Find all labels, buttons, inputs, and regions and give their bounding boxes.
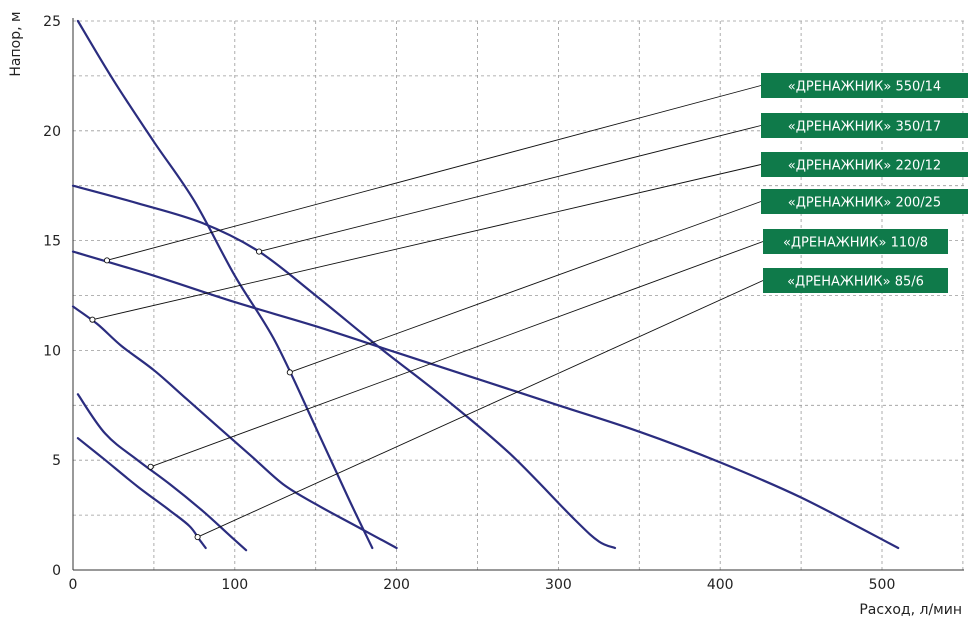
y-axis-title: Напор, м xyxy=(8,11,24,76)
series-curve xyxy=(76,437,207,550)
tick-labels: 0 100 200 300 400 500 0 5 10 15 20 25 xyxy=(43,14,895,593)
series-curve xyxy=(76,393,248,552)
leader-line xyxy=(197,280,764,538)
leader-line xyxy=(106,85,762,261)
series-label: «ДРЕНАЖНИК» 350/17 xyxy=(788,120,941,135)
x-tick-label: 0 xyxy=(69,577,78,593)
x-tick-label: 200 xyxy=(383,577,410,593)
series-label-box xyxy=(763,268,948,293)
y-tick-label: 0 xyxy=(52,563,61,579)
series-label: «ДРЕНАЖНИК» 85/6 xyxy=(787,275,924,290)
series-label-box xyxy=(761,113,968,138)
x-tick-label: 500 xyxy=(869,577,896,593)
y-tick-label: 25 xyxy=(43,14,61,30)
grid xyxy=(73,20,964,570)
x-axis-title: Расход, л/мин xyxy=(859,602,962,618)
callout-labels: «ДРЕНАЖНИК» 550/14 «ДРЕНАЖНИК» 350/17 «ДРЕ… xyxy=(761,73,968,293)
series-label-box xyxy=(761,152,968,177)
series-marker xyxy=(194,534,201,541)
series-curve xyxy=(76,19,374,550)
leader-line xyxy=(258,125,762,253)
series-curve xyxy=(71,184,617,550)
y-tick-label: 5 xyxy=(52,453,61,469)
series-curve xyxy=(71,250,900,550)
series-marker xyxy=(147,463,154,470)
y-tick-label: 15 xyxy=(43,234,61,250)
series-label-box xyxy=(761,189,968,214)
series-marker xyxy=(89,316,96,323)
x-tick-label: 100 xyxy=(221,577,248,593)
leader-line xyxy=(92,164,762,321)
series-label: «ДРЕНАЖНИК» 220/12 xyxy=(788,159,941,174)
series-label: «ДРЕНАЖНИК» 200/25 xyxy=(788,196,941,211)
series-label-box xyxy=(763,229,948,254)
axes xyxy=(72,18,964,571)
series-marker xyxy=(286,369,293,376)
leader-line xyxy=(150,241,764,468)
leader-line xyxy=(289,201,762,373)
series-marker xyxy=(256,248,263,255)
performance-curves xyxy=(71,19,900,552)
x-tick-label: 400 xyxy=(707,577,734,593)
x-tick-label: 300 xyxy=(545,577,572,593)
callout-leaders xyxy=(89,85,764,541)
series-label: «ДРЕНАЖНИК» 110/8 xyxy=(783,236,928,251)
series-curve xyxy=(71,305,398,550)
y-tick-label: 10 xyxy=(43,343,61,359)
y-tick-label: 20 xyxy=(43,124,61,140)
series-label-box xyxy=(761,73,968,98)
series-label: «ДРЕНАЖНИК» 550/14 xyxy=(788,80,941,95)
series-marker xyxy=(103,257,111,264)
